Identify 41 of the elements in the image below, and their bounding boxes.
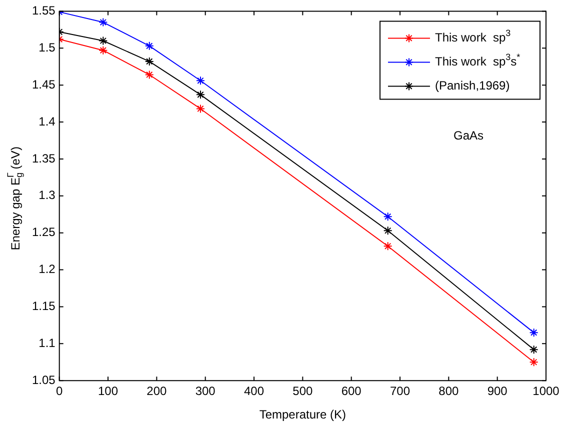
x-tick-label: 200 <box>146 384 168 398</box>
x-tick-label: 0 <box>56 384 64 398</box>
x-tick-label: 800 <box>438 384 460 398</box>
x-tick-label: 900 <box>487 384 508 398</box>
point <box>529 345 538 354</box>
y-axis-title: Energy gap EgΓ (eV) <box>6 146 24 250</box>
point <box>383 212 392 222</box>
x-tick-label: 1000 <box>532 384 560 398</box>
x-tick-label: 700 <box>390 384 410 398</box>
y-tick-label: 1.45 <box>32 77 56 92</box>
point <box>144 70 154 80</box>
y-tick-label: 1.05 <box>32 372 56 387</box>
y-tick-label: 1.5 <box>38 40 56 54</box>
point <box>196 104 205 114</box>
y-tick-label: 1.15 <box>32 299 56 314</box>
y-tick-label: 1.55 <box>32 4 56 18</box>
point <box>383 242 392 251</box>
x-tick-label: 400 <box>244 384 264 398</box>
y-tick-label: 1.3 <box>38 188 56 202</box>
x-tick-label: 500 <box>292 384 314 398</box>
point <box>529 358 538 367</box>
point <box>196 90 205 100</box>
y-tick-label: 1.25 <box>32 225 56 240</box>
annotation: GaAs <box>454 128 484 143</box>
point <box>144 56 154 66</box>
x-tick-label: 300 <box>195 384 216 398</box>
y-tick-label: 1.4 <box>38 114 56 128</box>
point <box>98 18 108 27</box>
x-tick-label: 100 <box>98 384 118 398</box>
point <box>383 226 392 236</box>
x-axis-title: Temperature (K) <box>259 407 346 422</box>
point <box>196 76 205 86</box>
y-tick-label: 1.2 <box>38 262 56 276</box>
point <box>144 41 154 50</box>
y-tick-label: 1.1 <box>38 336 56 350</box>
y-tick-label: 1.35 <box>32 151 56 166</box>
legend-label: (Panish,1969) <box>435 78 510 93</box>
point <box>98 46 108 55</box>
x-tick-label: 600 <box>341 384 362 398</box>
point <box>98 36 108 46</box>
point <box>529 328 538 338</box>
